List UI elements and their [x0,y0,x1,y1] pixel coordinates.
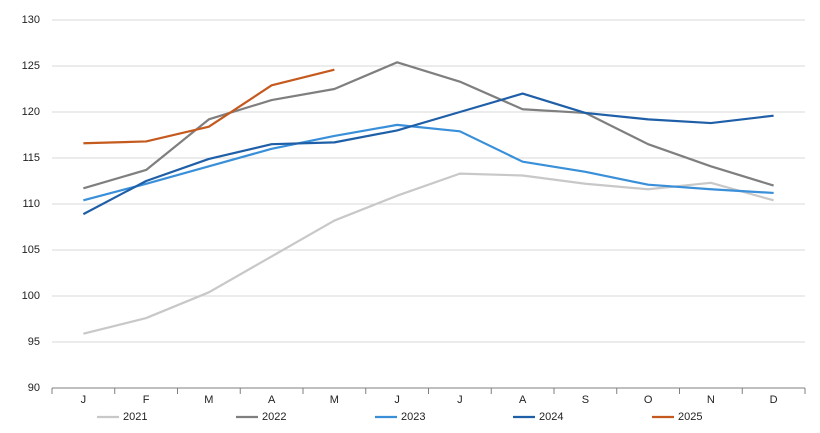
legend-label: 2021 [123,411,147,423]
legend-label: 2022 [262,411,286,423]
x-tick-label: J [394,394,400,406]
series-line [83,61,774,190]
series-line [82,92,774,216]
y-tick-label: 90 [28,382,40,394]
x-tick-label: J [457,394,463,406]
y-tick-label: 105 [22,244,40,256]
series-line [83,172,774,335]
series-line [83,123,774,202]
x-tick-label: M [330,394,339,406]
y-tick-label: 115 [22,152,40,164]
x-tick-label: O [644,394,653,406]
x-tick-label: A [268,394,276,406]
y-tick-label: 100 [22,290,40,302]
x-tick-label: S [582,394,589,406]
x-tick-label: A [519,394,527,406]
y-tick-label: 130 [22,14,40,26]
x-tick-label: N [707,394,715,406]
y-tick-label: 110 [22,198,40,210]
x-tick-label: M [204,394,213,406]
x-tick-label: F [143,394,150,406]
y-tick-label: 95 [28,336,40,348]
y-tick-label: 125 [22,60,40,72]
x-tick-label: D [770,394,778,406]
legend-label: 2025 [678,411,702,423]
legend-label: 2023 [401,411,425,423]
legend-label: 2024 [539,411,563,423]
series-line [83,68,335,145]
x-tick-label: J [81,394,87,406]
y-tick-label: 120 [22,106,40,118]
